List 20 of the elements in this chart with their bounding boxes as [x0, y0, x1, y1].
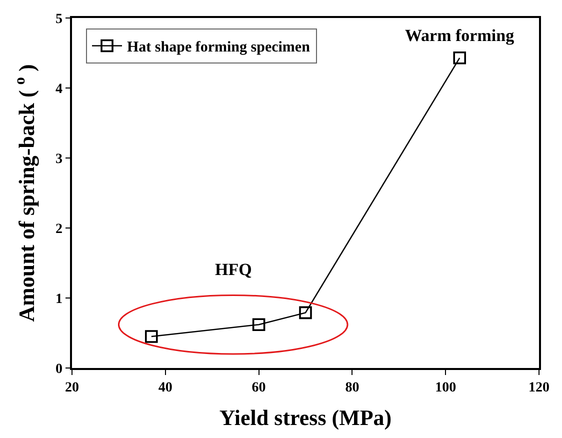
point: [453, 52, 466, 64]
annotation: HFQ: [215, 260, 252, 279]
x-tick-label: 60: [252, 380, 266, 396]
x-axis-title: Yield stress (MPa): [219, 404, 392, 430]
x-tick-label: 40: [158, 380, 172, 396]
y-tick-label: 4: [55, 82, 62, 97]
y-tick-label: 2: [55, 222, 62, 237]
point: [144, 330, 158, 343]
point: [299, 306, 312, 320]
point: [252, 318, 266, 331]
x-tick-label: 100: [435, 380, 456, 396]
y-tick-label: 0: [55, 362, 62, 377]
x-tick-label: 20: [65, 380, 79, 396]
annotation: Warm forming: [405, 26, 515, 45]
y-tick-label: 5: [55, 12, 62, 27]
y-tick-label: 1: [55, 292, 62, 307]
y-tick-label: 3: [55, 152, 62, 167]
x-tick-label: 120: [528, 380, 550, 396]
legend-label: Hat shape forming specimen: [127, 40, 311, 56]
x-tick-label: 80: [345, 380, 360, 396]
